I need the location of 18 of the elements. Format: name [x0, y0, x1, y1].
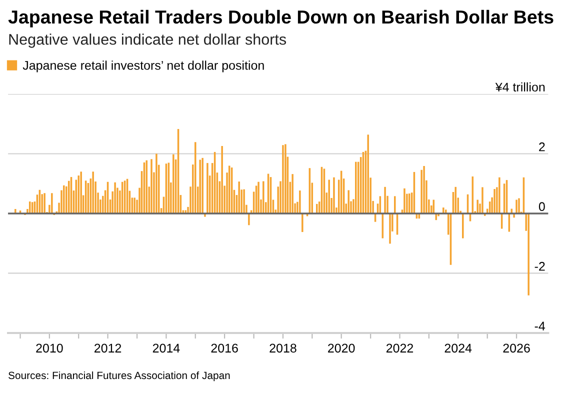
y-tick-label: ¥4 trillion	[495, 82, 545, 92]
x-tick-label: 2026	[503, 344, 530, 353]
y-tick-label: 0	[538, 202, 545, 212]
x-tick-label: 2014	[152, 344, 180, 353]
x-tick-label: 2022	[386, 344, 414, 353]
x-tick-label: 2018	[270, 344, 296, 353]
y-tick-label: -4	[534, 322, 546, 330]
y-tick-label: 2	[539, 142, 545, 152]
x-tick-label: 2016	[211, 344, 238, 353]
x-tick-label: 2020	[328, 344, 355, 353]
x-tick-label: 2024	[444, 344, 472, 353]
chart-title: Japanese Retail Traders Double Down on Bearish Dollar Bets	[8, 10, 554, 28]
source-note: Sources: Financial Futures Association of Japan	[8, 371, 230, 382]
chart-subtitle: Negative values indicate net dollar shorts	[9, 34, 286, 48]
y-tick-label: -2	[534, 262, 545, 271]
x-tick-label: 2010	[36, 344, 63, 353]
x-tick-label: 2012	[94, 344, 122, 353]
legend-label: Japanese retail investors’ net dollar position	[22, 60, 264, 72]
